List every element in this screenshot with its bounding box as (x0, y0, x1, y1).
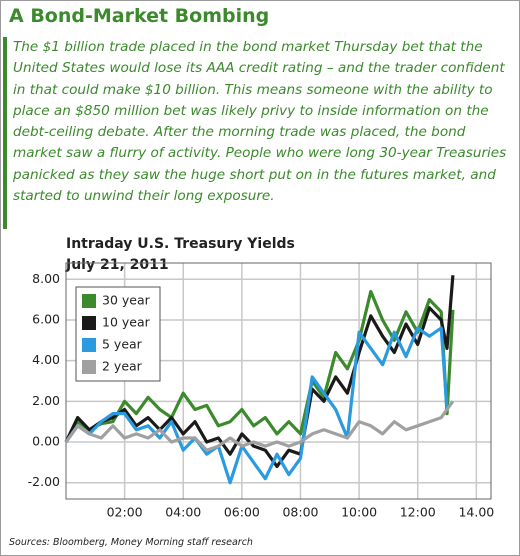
x-tick-label: 04:00 (165, 505, 201, 520)
headline: A Bond-Market Bombing (9, 5, 270, 27)
series-line (64, 326, 449, 485)
body-text: The $1 billion trade placed in the bond … (13, 39, 507, 205)
chart: Intraday U.S. Treasury Yields July 21, 2… (28, 236, 495, 520)
y-tick-label: 4.00 (32, 352, 60, 367)
legend-label: 30 year (102, 293, 151, 308)
chart-title: Intraday U.S. Treasury Yields (66, 236, 295, 252)
legend-swatch (82, 360, 96, 374)
x-tick-label: 06:00 (224, 505, 260, 520)
x-tick-label: 14.00 (458, 505, 494, 520)
accent-bar (3, 37, 7, 229)
legend-label: 2 year (102, 359, 143, 374)
legend-swatch (82, 316, 96, 330)
y-tick-label: -2.00 (28, 474, 60, 489)
chart-subtitle: July 21, 2011 (65, 257, 169, 273)
y-tick-label: 2.00 (32, 393, 60, 408)
legend-swatch (82, 338, 96, 352)
x-tick-label: 02:00 (107, 505, 143, 520)
legend-swatch (82, 294, 96, 308)
series-line (64, 400, 455, 452)
series-line (64, 289, 455, 443)
y-tick-label: 8.00 (32, 271, 60, 286)
legend-label: 5 year (102, 337, 143, 352)
plot-frame (65, 262, 492, 500)
x-tick-label: 12:00 (400, 505, 436, 520)
legend-label: 10 year (102, 315, 151, 330)
x-tick-label: 10:00 (341, 505, 377, 520)
source-note: Sources: Bloomberg, Money Morning staff … (9, 537, 253, 548)
x-tick-label: 08:00 (282, 505, 318, 520)
legend: 30 year 10 year 5 year 2 year (75, 286, 161, 382)
y-tick-label: 0.00 (32, 434, 60, 449)
y-tick-label: 6.00 (32, 311, 60, 326)
